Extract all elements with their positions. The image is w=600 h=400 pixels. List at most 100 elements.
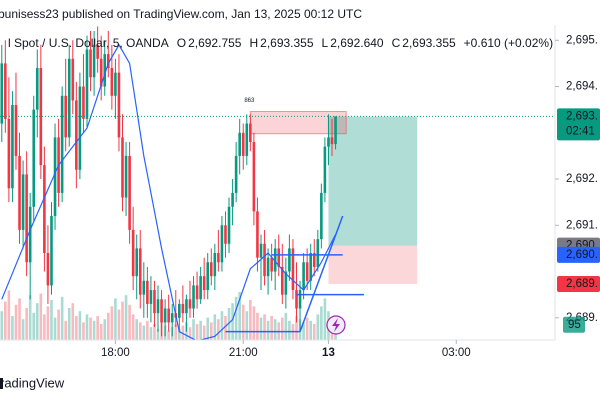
candle-body — [7, 118, 11, 189]
candle-body — [50, 216, 53, 286]
volume-bar — [85, 314, 89, 340]
change: +0.610 (+0.02%) — [464, 36, 553, 50]
candle-body — [107, 54, 110, 69]
volume-bar — [4, 301, 7, 340]
candle-body — [4, 63, 7, 119]
candle-body — [121, 137, 124, 198]
candle-body — [11, 105, 14, 189]
volume-bar — [149, 327, 153, 340]
volume-bar — [188, 327, 192, 340]
candle-body — [178, 303, 181, 318]
candle-body — [302, 262, 305, 291]
y-tick-label: 2,692. — [566, 173, 598, 185]
volume-bar — [209, 322, 213, 340]
zone-label: 863 — [244, 98, 255, 104]
volume-bar — [75, 316, 78, 340]
candle-body — [160, 299, 163, 323]
x-tick-label: 03:00 — [442, 347, 471, 359]
candle-body — [181, 303, 185, 314]
candle-body — [188, 299, 192, 309]
ohlc-key: H — [249, 36, 258, 50]
candle-body — [334, 116, 337, 145]
candle-body — [18, 155, 21, 230]
volume-bar — [82, 322, 85, 340]
position-stop — [328, 245, 418, 285]
volume-bar — [146, 320, 149, 340]
candle-body — [131, 229, 135, 277]
volume-bar — [114, 298, 117, 340]
publish-title: bunisess23 published on TradingView.com,… — [0, 7, 362, 21]
y-tick-label: 2,691. — [566, 219, 598, 231]
volume-bar — [320, 306, 323, 340]
volume-bar — [11, 316, 14, 340]
candle-body — [295, 290, 298, 309]
candle-body — [277, 248, 281, 267]
position-target — [328, 116, 418, 246]
candle-body — [209, 262, 213, 277]
volume-bar — [312, 324, 316, 340]
volume-bar — [57, 309, 60, 340]
volume-bar — [202, 325, 206, 340]
volume-bar — [238, 292, 241, 340]
volume-bar — [266, 320, 270, 340]
candle-body — [167, 308, 170, 323]
volume-bar — [53, 317, 57, 340]
volume-bar — [288, 320, 291, 340]
volume-bar — [231, 303, 234, 340]
symbol: l Spot / U.S. Dollar, 5, OANDA — [8, 36, 169, 50]
candle-body — [288, 248, 291, 272]
ohlc-value: 2,692.640 — [330, 36, 384, 50]
candle-body — [75, 100, 78, 170]
candle-body — [32, 109, 36, 207]
candle-body — [46, 253, 50, 286]
candle-body — [330, 137, 334, 145]
candle-body — [256, 211, 259, 258]
candle-body — [128, 155, 131, 230]
candle-body — [195, 285, 199, 300]
ohlc-value: 2,692.755 — [188, 36, 242, 50]
volume-bar — [245, 311, 249, 340]
volume-bar — [142, 325, 146, 340]
volume-bar — [25, 308, 28, 340]
volume-bar — [249, 300, 252, 340]
volume-bar — [305, 317, 309, 340]
candle-body — [110, 68, 114, 96]
candle-body — [305, 262, 309, 281]
volume-bar — [220, 311, 224, 340]
candle-body — [53, 137, 57, 217]
candle-body — [280, 266, 284, 295]
candle-body — [312, 253, 316, 267]
candle-body — [270, 257, 273, 272]
x-tick-label: 18:00 — [101, 347, 130, 359]
price-label-box — [557, 108, 600, 141]
price-label: 2,693. — [566, 110, 598, 122]
ohlc-key: C — [392, 36, 401, 50]
volume-bar — [121, 301, 124, 340]
volume-bar — [192, 319, 195, 340]
candle-body — [199, 276, 202, 300]
volume-label-box — [563, 316, 585, 333]
volume-bar — [280, 317, 284, 340]
volume-bar — [284, 312, 288, 340]
volume-bar — [273, 319, 277, 340]
alert-bolt — [332, 318, 340, 332]
candle-body — [78, 86, 82, 170]
volume-bar — [178, 328, 181, 340]
volume-bar — [309, 320, 313, 340]
candle-body — [0, 63, 4, 124]
candle-body — [231, 192, 234, 207]
candle-body — [259, 243, 263, 258]
candle-body — [99, 58, 103, 87]
candle-body — [170, 313, 174, 323]
candle-body — [149, 290, 153, 304]
candle-body — [263, 243, 266, 277]
candle-body — [39, 68, 43, 166]
countdown: 02:41 — [566, 125, 595, 137]
volume-bar — [43, 314, 46, 340]
candle-body — [28, 206, 32, 263]
candle-body — [249, 123, 252, 143]
candle-body — [138, 248, 142, 295]
volume-bar — [234, 296, 238, 340]
volume-bar — [50, 300, 53, 340]
volume-bar — [124, 295, 128, 340]
